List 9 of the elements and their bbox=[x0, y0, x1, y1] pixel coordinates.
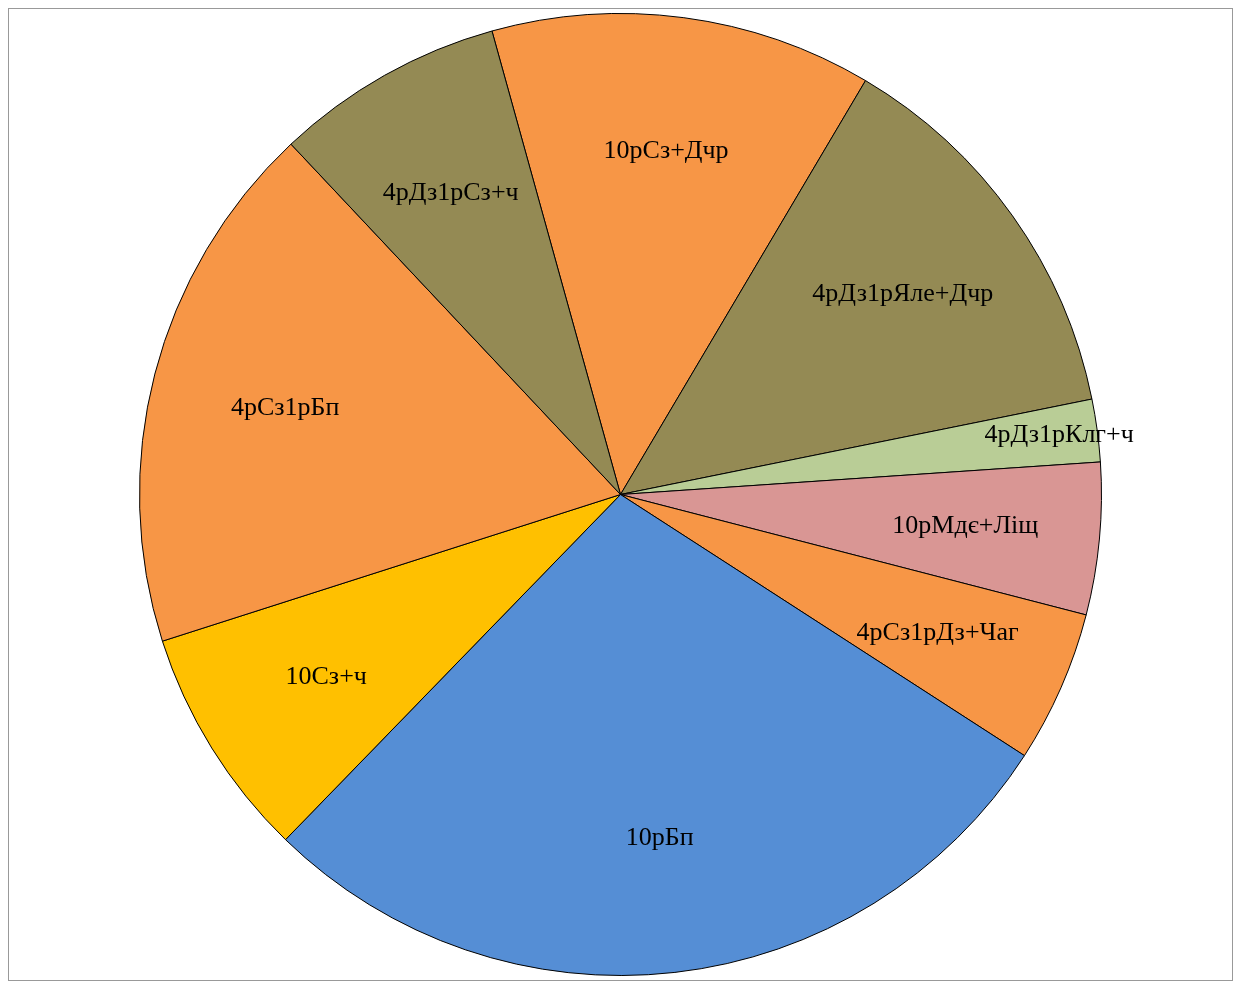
slice-label: 4рСз1рБп bbox=[230, 391, 340, 421]
slice-label: 4рСз1рДз+Чаг bbox=[856, 617, 1019, 647]
slice-label: 4рДз1рКлг+ч bbox=[984, 419, 1134, 449]
slice-label: 4рДз1рСз+ч bbox=[382, 176, 519, 206]
slice-label: 10рБп bbox=[625, 822, 694, 852]
slice-label: 4рДз1рЯле+Дчр bbox=[812, 277, 994, 307]
slice-label: 10рМдє+Ліщ bbox=[892, 510, 1039, 540]
slice-label: 10рСз+Дчр bbox=[603, 135, 729, 165]
slice-label: 10Сз+ч bbox=[285, 660, 367, 690]
